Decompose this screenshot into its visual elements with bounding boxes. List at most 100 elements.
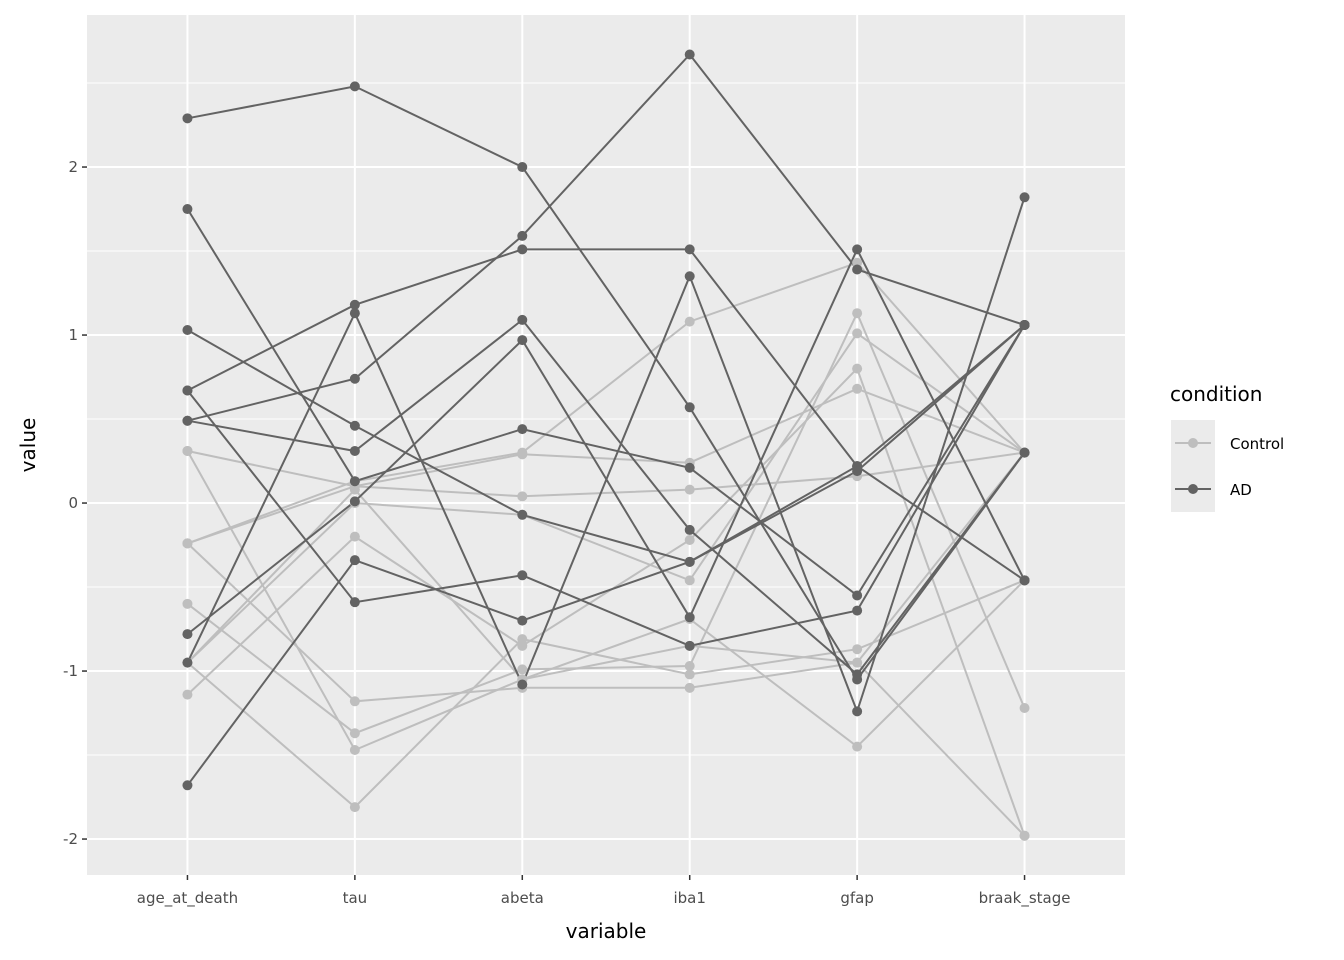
series-line-control — [187, 261, 1026, 545]
data-point-ad — [517, 615, 528, 626]
data-point-control — [349, 696, 360, 707]
y-tick-label: 1 — [68, 326, 78, 344]
data-point-ad — [349, 496, 360, 507]
x-tick-label-tau: tau — [343, 889, 368, 907]
data-point-control — [852, 328, 863, 339]
data-point-ad — [852, 244, 863, 255]
data-point-ad — [1019, 575, 1030, 586]
data-point-control — [349, 802, 360, 813]
series-line-ad — [187, 324, 1026, 563]
series-line-ad — [187, 318, 1026, 676]
data-point-ad — [182, 780, 193, 791]
data-point-ad — [517, 162, 528, 173]
data-point-ad — [852, 706, 863, 717]
data-point-ad — [517, 570, 528, 581]
data-point-control — [1019, 703, 1030, 714]
data-point-ad — [517, 335, 528, 346]
data-point-ad — [182, 657, 193, 668]
data-point-ad — [852, 466, 863, 477]
legend-label-control: Control — [1230, 435, 1284, 453]
legend-point-control — [1188, 438, 1198, 448]
data-point-ad — [517, 424, 528, 435]
data-point-control — [517, 664, 528, 675]
data-point-control — [852, 644, 863, 655]
data-point-ad — [1019, 447, 1030, 458]
data-point-control — [684, 535, 695, 546]
data-point-ad — [1019, 192, 1030, 203]
series-line-ad — [186, 196, 1026, 715]
data-point-ad — [684, 612, 695, 623]
data-point-control — [349, 728, 360, 739]
data-point-ad — [349, 555, 360, 566]
data-point-ad — [517, 230, 528, 241]
data-point-control — [182, 689, 193, 700]
data-point-ad — [182, 113, 193, 124]
data-point-control — [852, 363, 863, 374]
data-point-ad — [684, 244, 695, 255]
y-axis-ticks: -2 -1 0 1 2 — [63, 158, 87, 848]
data-point-control — [349, 745, 360, 756]
data-point-ad — [684, 462, 695, 473]
data-point-ad — [852, 669, 863, 680]
legend-point-ad — [1188, 484, 1198, 494]
data-point-control — [684, 316, 695, 327]
data-point-control — [1019, 830, 1030, 841]
data-point-ad — [684, 524, 695, 535]
x-tick-label-braak_stage: braak_stage — [979, 889, 1071, 908]
data-point-ad — [517, 314, 528, 325]
series-line-ad — [186, 324, 1026, 786]
legend: condition Control AD — [1170, 382, 1284, 512]
gridlines — [87, 15, 1125, 875]
data-point-ad — [182, 415, 193, 426]
series-line-control — [187, 387, 1025, 545]
series-points — [182, 49, 1030, 841]
data-point-ad — [852, 264, 863, 275]
y-axis-title: value — [16, 418, 40, 473]
data-point-ad — [182, 204, 193, 215]
data-point-ad — [349, 373, 360, 384]
data-point-control — [517, 491, 528, 502]
data-point-control — [684, 661, 695, 672]
data-point-control — [684, 669, 695, 680]
series-line-control — [187, 450, 1025, 498]
data-point-ad — [182, 325, 193, 336]
series-line-control — [186, 542, 1026, 837]
data-point-ad — [684, 556, 695, 567]
series-line-ad — [187, 248, 1026, 582]
y-tick-label: 0 — [68, 494, 78, 512]
data-point-ad — [852, 590, 863, 601]
y-tick-label: 2 — [68, 158, 78, 176]
data-point-ad — [517, 679, 528, 690]
x-axis-ticks: age_at_death tau abeta iba1 gfap braak_stage — [137, 875, 1071, 908]
data-point-control — [684, 682, 695, 693]
data-point-control — [349, 484, 360, 495]
data-point-control — [349, 531, 360, 542]
series-lines — [186, 52, 1026, 837]
x-tick-label-gfap: gfap — [840, 889, 874, 907]
data-point-ad — [349, 476, 360, 487]
data-point-control — [182, 598, 193, 609]
y-tick-label: -1 — [63, 662, 78, 680]
data-point-ad — [349, 308, 360, 319]
series-line-ad — [186, 208, 1026, 597]
data-point-ad — [182, 385, 193, 396]
x-tick-label-iba1: iba1 — [673, 889, 705, 907]
data-point-control — [517, 449, 528, 460]
data-point-ad — [349, 299, 360, 310]
data-point-control — [684, 484, 695, 495]
series-line-control — [186, 310, 1026, 735]
legend-label-ad: AD — [1230, 481, 1252, 499]
plot-panel — [87, 15, 1125, 875]
data-point-control — [182, 445, 193, 456]
data-point-ad — [517, 509, 528, 520]
legend-title: condition — [1170, 382, 1262, 406]
data-point-ad — [349, 445, 360, 456]
data-point-control — [852, 657, 863, 668]
data-point-ad — [349, 597, 360, 608]
series-line-ad — [187, 52, 1025, 422]
series-line-ad — [187, 85, 1026, 682]
x-tick-label-abeta: abeta — [501, 889, 544, 907]
data-point-ad — [182, 629, 193, 640]
data-point-control — [852, 741, 863, 752]
